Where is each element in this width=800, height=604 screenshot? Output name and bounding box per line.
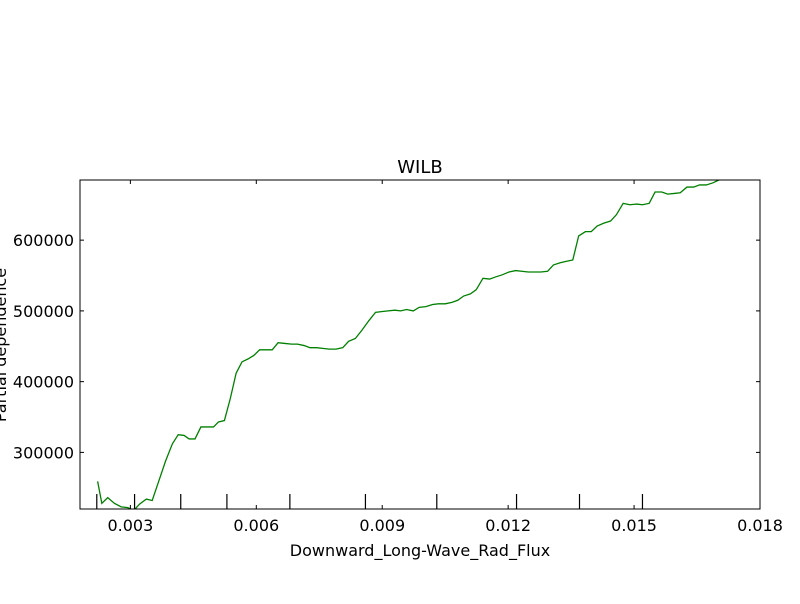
y-tick-label-2: 500000: [13, 302, 74, 321]
y-axis-label: Partial dependence: [0, 268, 10, 422]
x-tick-label-4: 0.015: [611, 516, 657, 535]
plot-layer: 0.003 0.006 0.009 0.012 0.015 0.018 300000 4000…: [13, 179, 783, 535]
chart-title: WILB: [397, 157, 442, 178]
y-tick-label-0: 300000: [13, 443, 74, 462]
series-line-0: [96, 180, 720, 509]
x-tick-label-1: 0.006: [233, 516, 279, 535]
y-tick-label-1: 400000: [13, 373, 74, 392]
x-tick-label-0: 0.003: [107, 516, 153, 535]
x-tick-label-3: 0.012: [485, 516, 531, 535]
x-tick-label-2: 0.009: [359, 516, 405, 535]
plot-frame: [79, 179, 761, 510]
x-tick-label-5: 0.018: [737, 516, 783, 535]
y-tick-label-3: 600000: [13, 231, 74, 250]
x-axis-label: Downward_Long-Wave_Rad_Flux: [290, 541, 550, 561]
